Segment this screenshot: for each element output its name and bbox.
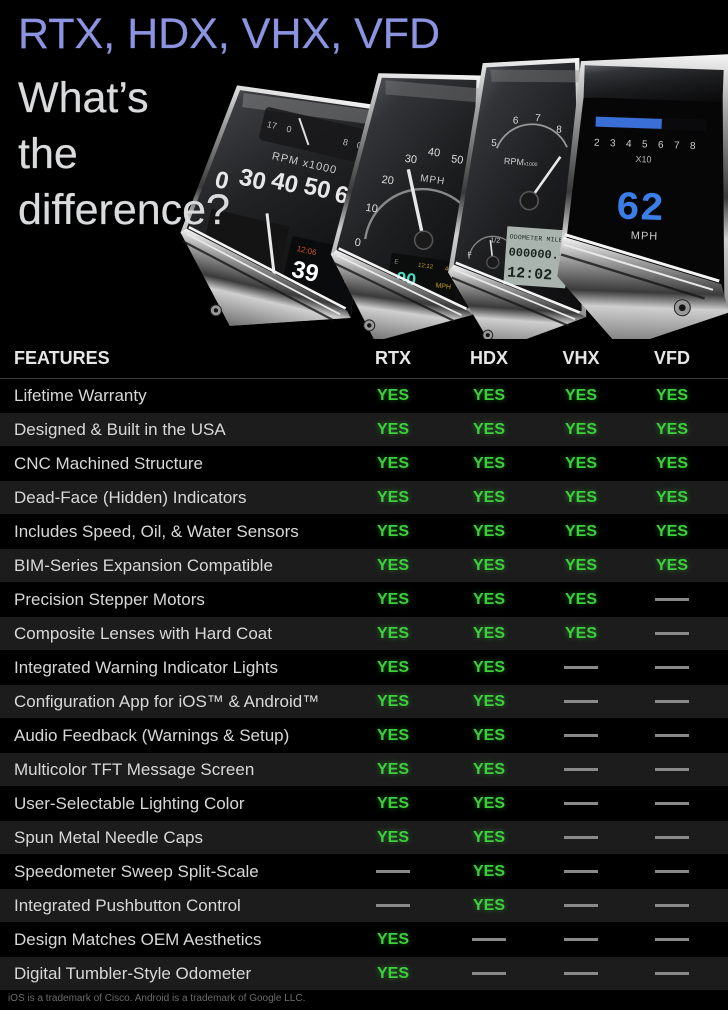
svg-text:1: 1 (332, 323, 339, 333)
svg-text:X10: X10 (635, 154, 651, 165)
svg-text:12:02: 12:02 (507, 264, 553, 284)
svg-text:difference?: difference? (18, 186, 230, 234)
svg-text:8: 8 (690, 141, 696, 152)
svg-text:62: 62 (615, 186, 665, 233)
svg-text:RTX, HDX, VHX, VFD: RTX, HDX, VHX, VFD (18, 10, 440, 58)
svg-text:6: 6 (658, 140, 664, 151)
svg-text:2: 2 (594, 138, 600, 149)
svg-text:5: 5 (642, 139, 648, 150)
svg-text:MPH: MPH (631, 230, 659, 243)
svg-text:3: 3 (610, 138, 616, 149)
svg-text:4: 4 (626, 139, 632, 150)
svg-text:E: E (394, 259, 399, 266)
svg-text:What’s: What’s (18, 74, 149, 122)
svg-text:the: the (18, 130, 78, 178)
svg-text:7: 7 (674, 140, 680, 151)
